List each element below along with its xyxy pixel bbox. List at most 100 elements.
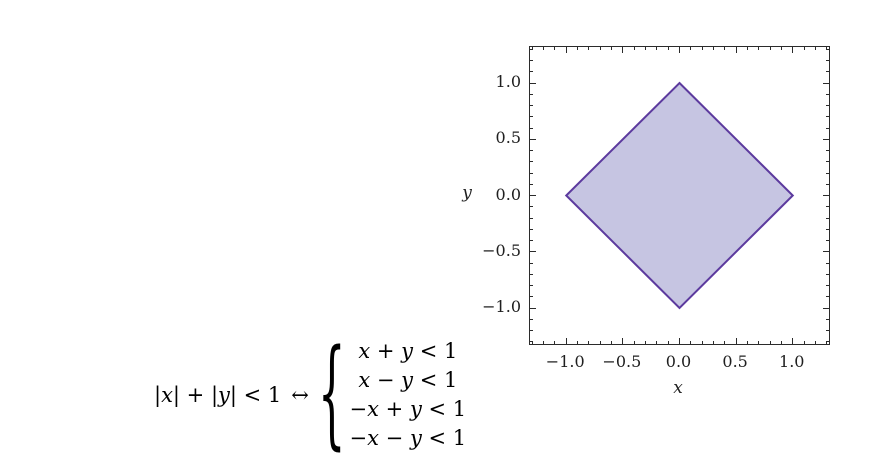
math-variable: y [409,397,422,421]
tick-bottom [780,341,782,344]
tick-top [543,47,545,50]
tick-right [826,206,829,208]
region-svg [564,81,795,310]
tick-bottom [599,341,601,344]
tick-top [690,47,692,50]
tick-top [814,47,816,50]
y-tick-label: 0.5 [495,128,521,148]
tick-left [530,318,533,320]
plot-frame [529,46,830,345]
tick-top [826,47,828,50]
tick-left [530,82,536,84]
tick-left [530,330,533,331]
tick-bottom [792,338,794,344]
tick-left [530,116,533,118]
x-tick-label: 0.5 [722,352,748,371]
tick-bottom [656,341,658,344]
tick-top [645,47,647,50]
equation-case-line: x − y < 1 [358,368,458,392]
tick-right [826,262,829,264]
tick-bottom [758,341,760,344]
tick-bottom [712,341,714,344]
left-brace: { [317,325,346,463]
math-variable: y [218,383,230,407]
tick-right [826,341,829,343]
tick-right [826,105,829,106]
tick-top [735,47,737,53]
tick-right [826,60,829,61]
tick-bottom [735,338,737,344]
equation-case-line: x + y < 1 [358,339,458,363]
x-tick-label: −0.5 [602,352,642,371]
tick-top [656,47,658,50]
tick-bottom [565,338,567,344]
tick-left [530,93,533,95]
tick-left [530,341,533,343]
y-tick-label: −1.0 [482,297,521,316]
tick-bottom [746,341,748,344]
equation-case-line: −x + y < 1 [349,397,467,421]
tick-top [588,47,590,50]
tick-right [823,82,829,84]
tick-top [701,47,703,50]
math-variable: y [401,339,414,363]
tick-top [633,47,635,50]
tick-left [530,251,536,253]
tick-left [530,71,533,73]
tick-left [530,195,536,196]
tick-top [554,47,556,50]
tick-top [803,47,805,50]
tick-left [530,138,536,140]
tick-top [531,47,533,50]
tick-right [826,161,829,163]
tick-left [530,161,533,163]
tick-bottom [803,341,805,344]
tick-left [530,48,533,50]
tick-left [530,240,533,241]
tick-right [826,116,829,118]
tick-bottom [667,341,669,344]
tick-right [826,285,829,286]
tick-bottom [701,341,703,344]
tick-left [530,285,533,286]
math-variable: x [161,383,173,407]
tick-bottom [724,341,726,344]
tick-left [530,183,533,185]
tick-right [826,217,829,219]
tick-left [530,228,533,230]
tick-top [724,47,726,50]
equation-lhs: |x| + |y| < 1 [154,383,282,407]
x-tick-label: 1.0 [779,352,805,371]
y-axis-label: y [462,183,472,203]
math-variable: y [401,368,414,392]
tick-top [769,47,771,50]
tick-right [826,296,829,298]
tick-top [565,47,567,53]
tick-bottom [531,341,533,344]
tick-top [667,47,669,50]
equation-case-line: −x − y < 1 [349,426,467,450]
equation-cases: x + y < 1 x − y < 1 −x + y < 1 −x − y < 1 [350,337,467,453]
tick-right [826,48,829,50]
tick-left [530,150,533,151]
tick-right [826,318,829,320]
tick-right [823,251,829,253]
tick-left [530,127,533,129]
tick-bottom [826,341,828,344]
tick-top [746,47,748,50]
tick-bottom [554,341,556,344]
equivalence-arrow: ↔ [291,383,309,407]
tick-right [826,240,829,241]
math-variable: x [358,339,371,363]
tick-top [622,47,624,53]
tick-bottom [769,341,771,344]
tick-right [826,228,829,230]
math-variable: x [367,426,379,450]
math-variable: x [358,368,371,392]
tick-right [823,195,829,196]
tick-right [826,71,829,73]
tick-bottom [543,341,545,344]
